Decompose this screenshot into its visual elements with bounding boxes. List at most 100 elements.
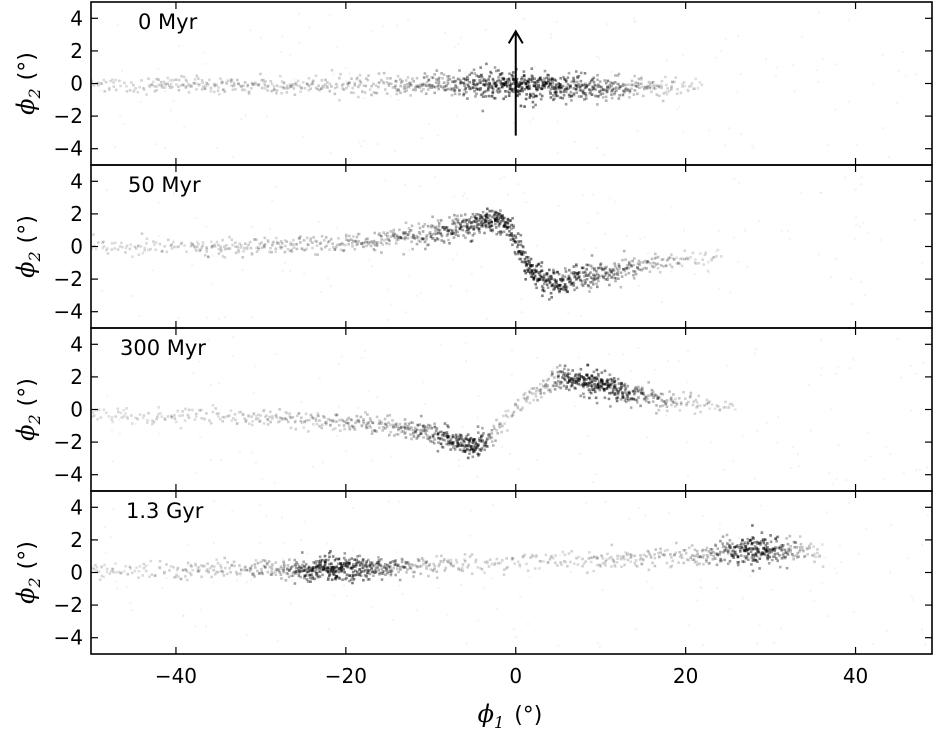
density-dot — [803, 554, 807, 558]
density-dot — [456, 441, 460, 444]
density-dot — [265, 414, 268, 417]
density-dot — [497, 222, 501, 226]
density-dot — [604, 88, 607, 92]
density-dot — [616, 377, 620, 381]
background-dot — [152, 185, 155, 188]
density-dot — [475, 217, 479, 221]
density-dot — [363, 574, 367, 577]
density-dot — [523, 269, 527, 273]
density-dot — [416, 565, 419, 569]
density-dot — [518, 250, 522, 254]
density-dot — [268, 250, 271, 254]
density-dot — [196, 567, 200, 570]
density-dot — [685, 402, 689, 405]
density-dot — [626, 397, 630, 400]
density-dot — [539, 274, 542, 277]
density-dot — [335, 557, 338, 561]
density-dot — [469, 240, 473, 243]
background-dot — [302, 136, 305, 139]
density-dot — [628, 391, 631, 395]
density-dot — [195, 88, 198, 91]
density-dot — [306, 82, 309, 86]
density-dot — [589, 378, 592, 381]
density-dot — [520, 408, 523, 412]
density-dot — [286, 572, 290, 576]
density-dot — [661, 99, 665, 103]
density-dot — [393, 563, 397, 566]
density-dot — [367, 421, 370, 424]
density-dots-1 — [90, 175, 924, 321]
density-dot — [682, 391, 685, 394]
density-dot — [411, 564, 414, 567]
density-dot — [276, 240, 279, 244]
density-dot — [632, 263, 636, 267]
background-dot — [779, 627, 782, 630]
density-dot — [534, 283, 537, 286]
density-dot — [786, 553, 790, 556]
background-dot — [357, 406, 360, 409]
density-dot — [542, 275, 546, 279]
density-dot — [518, 83, 521, 87]
density-dot — [789, 548, 792, 551]
density-dot — [397, 428, 400, 432]
density-dot — [481, 439, 484, 442]
density-dot — [388, 561, 392, 565]
background-dot — [191, 264, 194, 267]
density-dot — [478, 79, 481, 82]
density-dot — [576, 80, 579, 84]
density-dot — [550, 284, 554, 288]
density-dot — [462, 439, 466, 443]
density-dot — [545, 82, 548, 85]
density-dot — [234, 418, 237, 422]
density-dot — [391, 425, 395, 429]
density-dot — [522, 251, 525, 254]
density-dot — [602, 268, 606, 271]
background-dot — [635, 560, 638, 563]
density-dot — [756, 542, 759, 545]
density-dot — [559, 90, 563, 94]
density-dot — [225, 82, 229, 86]
density-dot — [377, 563, 381, 566]
density-dot — [465, 218, 468, 222]
density-dot — [443, 569, 447, 572]
density-dot — [451, 443, 454, 446]
density-dot — [170, 415, 173, 419]
background-dot — [493, 564, 496, 567]
density-dot — [393, 236, 397, 239]
density-dot — [528, 87, 532, 90]
density-dot — [399, 427, 402, 430]
density-dot — [733, 553, 737, 556]
density-dot — [357, 232, 361, 236]
density-dot — [625, 87, 628, 90]
density-dot — [617, 72, 621, 76]
density-dot — [408, 229, 412, 232]
density-dot — [437, 564, 440, 568]
density-dot — [574, 84, 578, 87]
density-dot — [493, 214, 497, 217]
density-dot — [512, 234, 515, 237]
density-dot — [331, 420, 335, 423]
density-dot — [397, 427, 400, 430]
density-dot — [337, 576, 341, 579]
density-dot — [531, 272, 534, 276]
density-dot — [277, 420, 280, 424]
density-dot — [161, 249, 164, 253]
density-dot — [612, 267, 615, 271]
density-dot — [635, 85, 639, 88]
density-dot — [548, 281, 552, 285]
density-dot — [581, 271, 585, 274]
density-dot — [614, 565, 617, 568]
density-dot — [410, 437, 413, 441]
density-dot — [410, 426, 413, 429]
density-dot — [535, 286, 538, 290]
density-dot — [257, 247, 261, 251]
density-dot — [312, 236, 315, 239]
density-dot — [478, 214, 482, 217]
background-dot — [241, 268, 244, 271]
density-dot — [768, 551, 771, 554]
density-dot — [256, 561, 260, 565]
density-dot — [137, 576, 140, 579]
density-dot — [559, 561, 562, 564]
background-dot — [854, 188, 857, 191]
density-dot — [333, 573, 336, 576]
